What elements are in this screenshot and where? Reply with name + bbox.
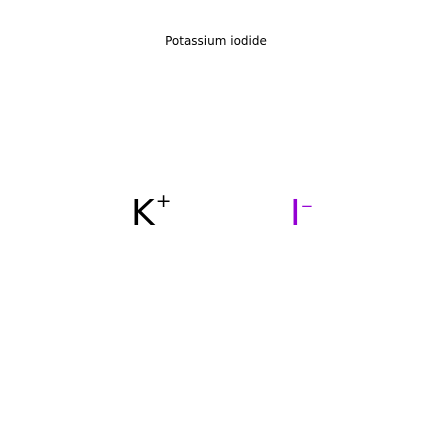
potassium-ion: K+	[131, 192, 172, 234]
iodide-charge: −	[300, 197, 314, 215]
iodide-ion: I−	[290, 196, 313, 232]
iodine-symbol: I	[290, 193, 301, 234]
potassium-charge: +	[155, 190, 172, 212]
potassium-symbol: K	[131, 193, 155, 234]
molecule-title: Potassium iodide	[165, 34, 267, 48]
